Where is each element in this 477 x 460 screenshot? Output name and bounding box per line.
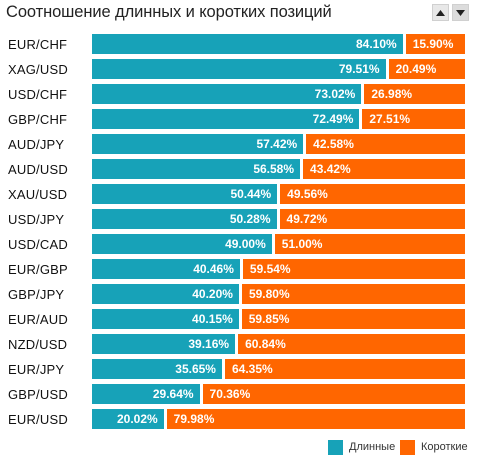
symbol-label: EUR/USD: [8, 412, 68, 427]
scroll-up-button[interactable]: [432, 4, 449, 21]
short-bar: 20.49%: [388, 59, 465, 80]
legend-long-swatch: [328, 439, 343, 455]
symbol-label: EUR/CHF: [8, 37, 68, 52]
ratio-row[interactable]: USD/JPY 50.28% 49.72%: [0, 209, 477, 234]
symbol-label: GBP/USD: [8, 387, 68, 402]
symbol-label: GBP/JPY: [8, 287, 65, 302]
ratio-row[interactable]: EUR/USD 20.02% 79.98%: [0, 409, 477, 434]
long-bar: 20.02%: [92, 409, 164, 430]
short-bar: 26.98%: [364, 84, 465, 105]
ratio-row[interactable]: XAU/USD 50.44% 49.56%: [0, 184, 477, 209]
long-bar: 40.15%: [92, 309, 239, 330]
ratio-row[interactable]: AUD/JPY 57.42% 42.58%: [0, 134, 477, 159]
legend-long: Длинные: [328, 439, 396, 455]
short-bar: 60.84%: [238, 334, 465, 355]
symbol-label: XAU/USD: [8, 187, 68, 202]
short-bar: 42.58%: [306, 134, 465, 155]
symbol-label: NZD/USD: [8, 337, 68, 352]
short-bar: 49.56%: [280, 184, 465, 205]
long-bar: 72.49%: [92, 109, 360, 130]
symbol-label: GBP/CHF: [8, 112, 68, 127]
long-bar: 79.51%: [92, 59, 386, 80]
ratio-row[interactable]: EUR/JPY 35.65% 64.35%: [0, 359, 477, 384]
ratio-row[interactable]: EUR/AUD 40.15% 59.85%: [0, 309, 477, 334]
long-bar: 40.20%: [92, 284, 239, 305]
long-bar: 40.46%: [92, 259, 240, 280]
short-bar: 59.80%: [241, 284, 465, 305]
scroll-down-button[interactable]: [452, 4, 469, 21]
ratio-row[interactable]: EUR/GBP 40.46% 59.54%: [0, 259, 477, 284]
long-bar: 56.58%: [92, 159, 301, 180]
ratio-row[interactable]: NZD/USD 39.16% 60.84%: [0, 334, 477, 359]
long-bar: 73.02%: [92, 84, 362, 105]
ratio-row[interactable]: XAG/USD 79.51% 20.49%: [0, 59, 477, 84]
long-bar: 35.65%: [92, 359, 222, 380]
long-bar: 49.00%: [92, 234, 272, 255]
short-bar: 59.85%: [241, 309, 465, 330]
long-bar: 39.16%: [92, 334, 236, 355]
triangle-up-icon: [436, 9, 445, 16]
short-bar: 51.00%: [274, 234, 465, 255]
short-bar: 27.51%: [362, 109, 465, 130]
ratio-row[interactable]: USD/CHF 73.02% 26.98%: [0, 84, 477, 109]
symbol-label: AUD/USD: [8, 162, 68, 177]
short-bar: 64.35%: [224, 359, 465, 380]
symbol-label: USD/JPY: [8, 212, 65, 227]
short-bar: 49.72%: [279, 209, 465, 230]
triangle-down-icon: [456, 9, 465, 16]
long-bar: 84.10%: [92, 34, 403, 55]
legend-short: Короткие: [400, 439, 468, 455]
ratio-row[interactable]: AUD/USD 56.58% 43.42%: [0, 159, 477, 184]
long-bar: 29.64%: [92, 384, 200, 405]
legend-long-label: Длинные: [349, 441, 396, 453]
symbol-label: XAG/USD: [8, 62, 68, 77]
widget-title: Соотношение длинных и коротких позиций: [6, 3, 332, 21]
legend-short-label: Короткие: [421, 441, 468, 453]
short-bar: 70.36%: [202, 384, 465, 405]
short-bar: 79.98%: [166, 409, 465, 430]
symbol-label: EUR/GBP: [8, 262, 68, 277]
short-bar: 15.90%: [405, 34, 465, 55]
ratio-row[interactable]: GBP/CHF 72.49% 27.51%: [0, 109, 477, 134]
ratio-row[interactable]: GBP/JPY 40.20% 59.80%: [0, 284, 477, 309]
ratio-row[interactable]: USD/CAD 49.00% 51.00%: [0, 234, 477, 259]
short-bar: 43.42%: [303, 159, 465, 180]
long-bar: 50.28%: [92, 209, 277, 230]
symbol-label: EUR/JPY: [8, 362, 65, 377]
symbol-label: AUD/JPY: [8, 137, 65, 152]
ratio-row[interactable]: GBP/USD 29.64% 70.36%: [0, 384, 477, 409]
legend-short-swatch: [400, 439, 415, 455]
short-bar: 59.54%: [242, 259, 465, 280]
long-bar: 50.44%: [92, 184, 278, 205]
long-bar: 57.42%: [92, 134, 304, 155]
symbol-label: USD/CAD: [8, 237, 68, 252]
symbol-label: USD/CHF: [8, 87, 68, 102]
symbol-label: EUR/AUD: [8, 312, 68, 327]
ratio-row[interactable]: EUR/CHF 84.10% 15.90%: [0, 34, 477, 59]
